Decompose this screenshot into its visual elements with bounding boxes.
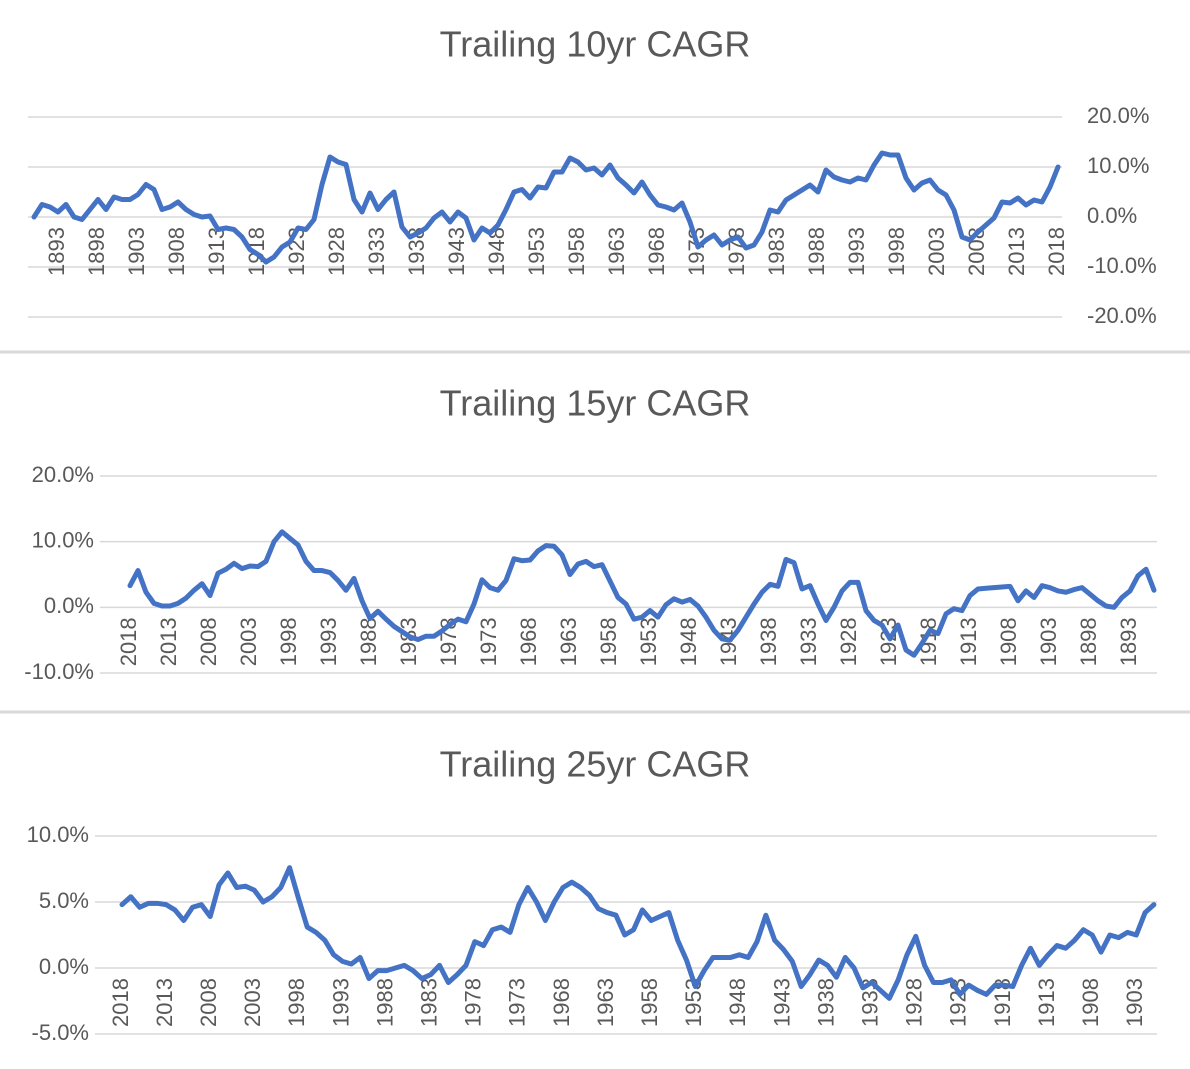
x-tick-label: 1893	[1116, 617, 1141, 666]
x-tick-label: 2013	[156, 617, 181, 666]
y-tick-label: 5.0%	[39, 888, 89, 913]
x-tick-label: 1983	[764, 227, 789, 276]
x-tick-label: 2018	[1044, 227, 1069, 276]
x-tick-label: 2008	[196, 617, 221, 666]
x-tick-label: 1988	[356, 617, 381, 666]
x-tick-label: 1993	[844, 227, 869, 276]
x-tick-label: 2018	[108, 978, 133, 1027]
x-tick-label: 2013	[1004, 227, 1029, 276]
y-tick-label: -10.0%	[24, 659, 94, 684]
data-line	[127, 529, 1157, 658]
x-tick-label: 2003	[240, 978, 265, 1027]
y-tick-label: 20.0%	[32, 462, 94, 487]
x-tick-label: 2003	[236, 617, 261, 666]
x-tick-label: 1913	[1034, 978, 1059, 1027]
x-tick-label: 1938	[756, 617, 781, 666]
x-tick-label: 1953	[636, 617, 661, 666]
x-tick-label: 1908	[1078, 978, 1103, 1027]
y-tick-label: -5.0%	[32, 1020, 89, 1045]
x-tick-label: 2013	[152, 978, 177, 1027]
x-tick-label: 1933	[364, 227, 389, 276]
y-tick-label: 10.0%	[1087, 153, 1149, 178]
chart-title: Trailing 10yr CAGR	[440, 24, 751, 65]
x-tick-label: 1928	[324, 227, 349, 276]
x-tick-label: 1903	[124, 227, 149, 276]
x-tick-label: 2008	[196, 978, 221, 1027]
x-tick-label: 1918	[916, 617, 941, 666]
x-tick-label: 2018	[116, 617, 141, 666]
x-tick-label: 1958	[564, 227, 589, 276]
x-tick-label: 1988	[804, 227, 829, 276]
x-tick-label: 1903	[1122, 978, 1147, 1027]
x-tick-label: 1948	[725, 978, 750, 1027]
x-tick-label: 1948	[484, 227, 509, 276]
chart-title: Trailing 25yr CAGR	[440, 744, 751, 785]
x-tick-label: 1948	[676, 617, 701, 666]
x-tick-label: 1983	[396, 617, 421, 666]
y-tick-label: 0.0%	[39, 954, 89, 979]
x-tick-label: 1978	[724, 227, 749, 276]
x-tick-label: 1953	[524, 227, 549, 276]
x-tick-label: 2003	[924, 227, 949, 276]
data-line	[31, 150, 1061, 265]
x-tick-label: 1963	[556, 617, 581, 666]
chart-title: Trailing 15yr CAGR	[440, 383, 751, 424]
x-tick-label: 1998	[884, 227, 909, 276]
x-tick-label: 1928	[902, 978, 927, 1027]
x-tick-label: 1933	[796, 617, 821, 666]
x-tick-label: 1983	[417, 978, 442, 1027]
x-tick-label: 1958	[637, 978, 662, 1027]
x-tick-label: 1913	[204, 227, 229, 276]
y-tick-label: 0.0%	[1087, 203, 1137, 228]
x-tick-label: 1973	[505, 978, 530, 1027]
x-tick-label: 1958	[596, 617, 621, 666]
y-tick-label: -10.0%	[1087, 253, 1157, 278]
x-tick-label: 1963	[593, 978, 618, 1027]
x-tick-label: 1988	[372, 978, 397, 1027]
x-tick-label: 1903	[1036, 617, 1061, 666]
x-tick-label: 1998	[284, 978, 309, 1027]
x-tick-label: 1908	[164, 227, 189, 276]
x-tick-label: 1963	[604, 227, 629, 276]
x-tick-label: 1898	[1076, 617, 1101, 666]
x-tick-label: 1968	[516, 617, 541, 666]
x-tick-label: 1908	[996, 617, 1021, 666]
x-tick-label: 1943	[444, 227, 469, 276]
x-tick-label: 1998	[276, 617, 301, 666]
x-tick-label: 1928	[836, 617, 861, 666]
x-tick-label: 1993	[328, 978, 353, 1027]
y-tick-label: 0.0%	[44, 593, 94, 618]
data-line	[119, 865, 1157, 1001]
x-tick-label: 1993	[316, 617, 341, 666]
y-tick-label: 20.0%	[1087, 103, 1149, 128]
y-tick-label: -20.0%	[1087, 303, 1157, 328]
x-tick-label: 1898	[84, 227, 109, 276]
x-tick-label: 1973	[476, 617, 501, 666]
x-tick-label: 1913	[956, 617, 981, 666]
x-tick-label: 1968	[644, 227, 669, 276]
y-tick-label: 10.0%	[32, 527, 94, 552]
y-tick-label: 10.0%	[27, 822, 89, 847]
x-tick-label: 1893	[44, 227, 69, 276]
x-tick-label: 1978	[461, 978, 486, 1027]
x-tick-label: 1943	[769, 978, 794, 1027]
x-tick-label: 1938	[813, 978, 838, 1027]
x-tick-label: 1968	[549, 978, 574, 1027]
